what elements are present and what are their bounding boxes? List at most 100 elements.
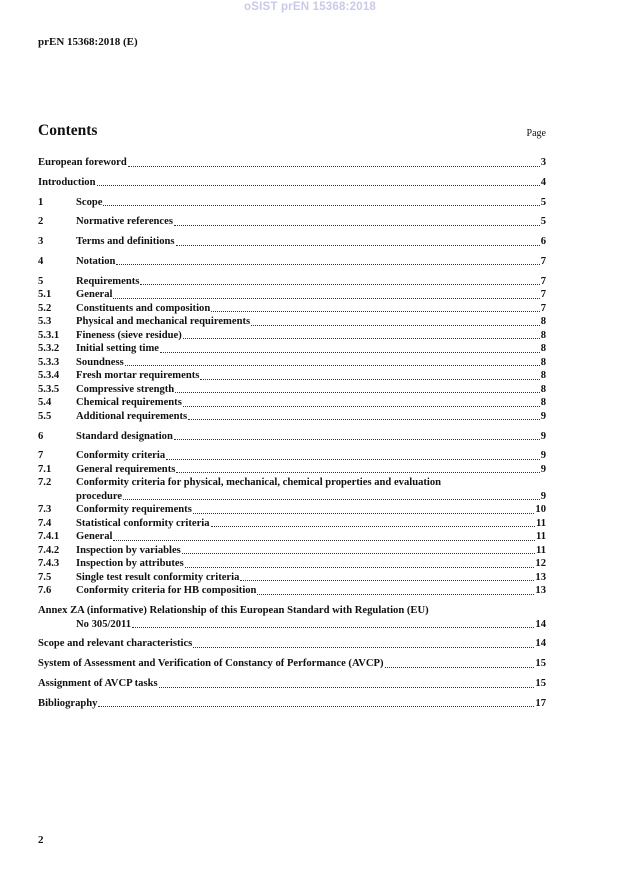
toc-entry-number: 5.5 [38, 410, 52, 422]
dot-leader [384, 666, 535, 668]
toc-entry-page: 17 [535, 697, 546, 709]
dot-leader [132, 627, 535, 629]
toc-entry-page: 6 [540, 236, 546, 248]
toc-entry[interactable]: 5.4 Chemical requirements 8 [38, 396, 546, 410]
toc-entry-page: 3 [540, 157, 546, 168]
dot-leader [173, 439, 540, 441]
toc-entry-page: 14 [535, 618, 546, 630]
toc-entry[interactable]: Scope and relevant characteristics 14 [38, 637, 546, 651]
toc-entry[interactable]: 7 Conformity criteria 9 [38, 449, 546, 463]
dot-leader [188, 419, 540, 421]
toc-entry[interactable]: Assignment of AVCP tasks 15 [38, 677, 546, 691]
toc-entry[interactable]: 5.3 Physical and mechanical requirements 8 [38, 315, 546, 329]
toc-entry-title: Normative references [76, 216, 173, 228]
toc-entry-page: 5 [540, 216, 546, 228]
dot-leader [113, 297, 540, 299]
toc-entry[interactable]: Introduction 4 [38, 176, 546, 190]
toc-entry[interactable]: 5.3.3 Soundness 8 [38, 356, 546, 370]
toc-entry-page: 8 [540, 343, 546, 355]
toc-entry-page: 8 [540, 316, 546, 328]
toc-entry-number: 5.2 [38, 302, 52, 314]
toc-entry-number: 5.4 [38, 397, 52, 409]
toc-entry[interactable]: 7.1 General requirements 9 [38, 463, 546, 477]
toc-entry-page: 8 [540, 397, 546, 409]
toc-entry[interactable]: System of Assessment and Verification of… [38, 657, 546, 671]
toc-entry[interactable]: 7.5 Single test result conformity criteri… [38, 571, 546, 585]
toc-entry-title: Terms and definitions [76, 236, 175, 248]
document-header: prEN 15368:2018 (E) [38, 36, 138, 48]
toc-entry-page: 5 [540, 196, 546, 208]
toc-entry-number: 7.2 [38, 477, 52, 489]
dot-leader [159, 351, 540, 353]
dot-leader [192, 512, 535, 514]
toc-entry-page: 7 [540, 275, 546, 287]
toc-entry[interactable]: 6 Standard designation 9 [38, 430, 546, 444]
toc-entry-page: 9 [540, 410, 546, 422]
toc-entry[interactable]: 7.4.2 Inspection by variables 11 [38, 544, 546, 558]
toc-entry[interactable]: 2 Normative references 5 [38, 215, 546, 229]
toc-entry-title: Bibliography [38, 697, 98, 709]
toc-entry[interactable]: 5 Requirements 7 [38, 275, 546, 289]
toc-entry[interactable]: Bibliography 17 [38, 697, 546, 711]
toc-entry[interactable]: 7.4.1 General 11 [38, 530, 546, 544]
toc-entry-number: 1 [38, 196, 44, 208]
toc-entry-number: 5.3.2 [38, 343, 60, 355]
dot-leader [116, 264, 540, 266]
toc-entry-page: 15 [535, 678, 546, 690]
toc-entry-number: 7.4.2 [38, 544, 60, 556]
toc-entry-page: 8 [540, 356, 546, 368]
toc-entry[interactable]: 7.4.3 Inspection by attributes 12 [38, 557, 546, 571]
toc-entry-page: 9 [540, 450, 546, 462]
toc-entry-title: General [76, 289, 113, 301]
toc-entry-title: Fresh mortar requirements [76, 370, 200, 382]
toc-entry[interactable]: 7.2 Conformity criteria for physical, mec… [38, 476, 546, 490]
toc-entry[interactable]: 3 Terms and definitions 6 [38, 235, 546, 249]
contents-title: Contents [38, 122, 98, 139]
toc-entry-page: 11 [535, 544, 546, 556]
toc-entry[interactable]: 7.3 Conformity requirements 10 [38, 503, 546, 517]
toc-entry-continuation[interactable]: procedure 9 [38, 490, 546, 504]
toc-entry-title: General [76, 531, 113, 543]
toc-entry-number: 6 [38, 430, 44, 442]
toc-entry-number: 7.4.3 [38, 558, 60, 570]
dot-leader [210, 526, 535, 528]
toc-entry-title: Constituents and composition [76, 302, 211, 314]
toc-entry-page: 8 [540, 383, 546, 395]
toc-entry-title: Assignment of AVCP tasks [38, 678, 158, 690]
dot-leader [175, 392, 540, 394]
toc-entry-title-continued: procedure [76, 490, 123, 502]
toc-entry-continuation[interactable]: No 305/2011 14 [38, 618, 546, 632]
toc-entry-page: 7 [540, 302, 546, 314]
toc-entry[interactable]: European foreword 3 [38, 156, 546, 170]
toc-entry-page: 7 [540, 289, 546, 301]
toc-entry-page: 9 [540, 430, 546, 442]
toc-entry[interactable]: 5.1 General 7 [38, 288, 546, 302]
toc-entry[interactable]: Annex ZA (informative) Relationship of t… [38, 604, 546, 618]
toc-entry[interactable]: 5.2 Constituents and composition 7 [38, 302, 546, 316]
toc-entry-page: 8 [540, 370, 546, 382]
dot-leader [181, 553, 535, 555]
dot-leader [113, 539, 535, 541]
toc-entry-title: Conformity criteria [76, 450, 166, 462]
toc-entry-title: Scope [76, 196, 103, 208]
toc-entry[interactable]: 5.3.1 Fineness (sieve residue) 8 [38, 329, 546, 343]
toc-entry-title: Annex ZA (informative) Relationship of t… [38, 605, 429, 617]
table-of-contents: European foreword 3 Introduction 4 1 Scope 5 2 N… [38, 156, 546, 710]
toc-entry[interactable]: 1 Scope 5 [38, 196, 546, 210]
toc-entry[interactable]: 5.3.2 Initial setting time 8 [38, 342, 546, 356]
toc-entry[interactable]: 5.5 Additional requirements 9 [38, 410, 546, 424]
toc-entry[interactable]: 7.6 Conformity criteria for HB compositio… [38, 584, 546, 598]
dot-leader [175, 244, 540, 246]
dot-leader [166, 458, 540, 460]
toc-entry-title: Scope and relevant characteristics [38, 638, 193, 650]
page-number: 2 [38, 834, 44, 846]
toc-entry-number: 7.6 [38, 585, 52, 597]
toc-entry[interactable]: 4 Notation 7 [38, 255, 546, 269]
toc-entry[interactable]: 5.3.4 Fresh mortar requirements 8 [38, 369, 546, 383]
toc-entry-page: 7 [540, 255, 546, 267]
toc-entry[interactable]: 7.4 Statistical conformity criteria 11 [38, 517, 546, 531]
dot-leader [184, 566, 535, 568]
toc-entry[interactable]: 5.3.5 Compressive strength 8 [38, 383, 546, 397]
toc-entry-title: Initial setting time [76, 343, 159, 355]
toc-entry-title: Inspection by variables [76, 544, 181, 556]
